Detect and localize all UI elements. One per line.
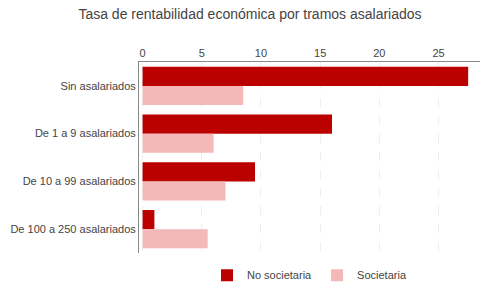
- svg-text:De 1 a 9 asalariados: De 1 a 9 asalariados: [35, 127, 136, 139]
- svg-text:De 10 a 99 asalariados: De 10 a 99 asalariados: [23, 175, 137, 187]
- svg-text:Sin asalariados: Sin asalariados: [61, 80, 137, 92]
- svg-text:No societaria: No societaria: [247, 269, 312, 281]
- svg-text:25: 25: [432, 47, 444, 59]
- svg-text:0: 0: [139, 47, 145, 59]
- svg-text:10: 10: [255, 47, 267, 59]
- svg-text:5: 5: [199, 47, 205, 59]
- svg-text:20: 20: [373, 47, 385, 59]
- svg-text:Societaria: Societaria: [357, 269, 407, 281]
- svg-text:15: 15: [314, 47, 326, 59]
- svg-text:De 100 a 250 asalariados: De 100 a 250 asalariados: [10, 223, 136, 235]
- svg-text:Tasa de rentabilidad económica: Tasa de rentabilidad económica por tramo…: [78, 6, 421, 22]
